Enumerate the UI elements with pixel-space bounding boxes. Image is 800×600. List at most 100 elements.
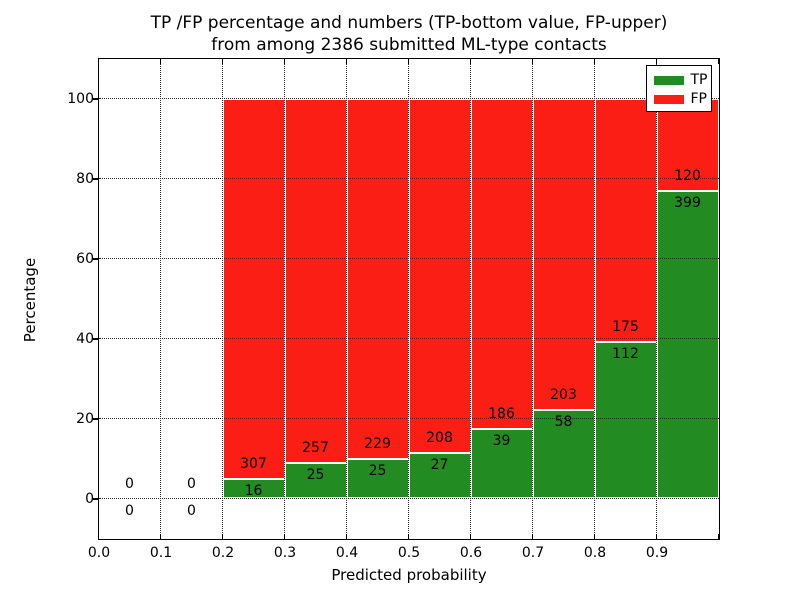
x-tick-top [407, 58, 410, 64]
bar-segment-tp [594, 342, 657, 499]
x-tick-label: 0.2 [211, 545, 235, 561]
x-tick-top [159, 58, 162, 64]
bar-segment-fp [346, 98, 409, 460]
y-tick-left [92, 178, 99, 180]
tp-count-label: 25 [306, 467, 325, 484]
bar-segment-tp [408, 452, 471, 499]
y-tick-label: 60 [76, 250, 94, 267]
x-tick-bottom [221, 533, 224, 539]
x-tick-top [717, 58, 720, 64]
bar-segment-fp [222, 98, 285, 479]
y-tick-label: 80 [76, 170, 94, 187]
y-axis-label: Percentage [21, 257, 39, 343]
fp-count-label: 257 [302, 440, 329, 457]
bar-segment-fp [594, 98, 657, 343]
gridline-vertical [408, 58, 409, 539]
fp-count-label: 208 [426, 429, 453, 446]
fp-count-label: 120 [674, 168, 701, 184]
bar-segment-tp [346, 459, 409, 499]
bar-segment-fp [284, 98, 347, 464]
x-tick-bottom [283, 533, 286, 539]
bar-segment-tp [532, 409, 595, 499]
x-tick-label: 0.0 [87, 545, 111, 561]
y-tick-label: 40 [76, 330, 94, 347]
chart-title-line-2: from among 2386 submitted ML-type contac… [211, 35, 607, 55]
x-tick-bottom [655, 533, 658, 539]
y-tick-label: 0 [85, 490, 94, 507]
gridline-vertical [222, 58, 223, 539]
tp-count-label: 27 [430, 456, 449, 473]
tp-count-label: 39 [492, 433, 511, 450]
tp-count-label: 399 [674, 194, 701, 211]
x-tick-label: 0.6 [459, 545, 483, 561]
gridline-vertical [532, 58, 533, 539]
gridline-vertical [346, 58, 347, 539]
tp-count-label: 0 [125, 502, 134, 519]
y-tick-label: 20 [76, 410, 94, 427]
bar-segment-tp [284, 463, 347, 499]
x-tick-top [655, 58, 658, 64]
y-tick-left [92, 258, 99, 260]
x-tick-bottom [593, 533, 596, 539]
gridline-vertical [656, 58, 657, 539]
x-tick-top [593, 58, 596, 64]
gridline-horizontal [98, 178, 719, 179]
y-tick-left [92, 498, 99, 500]
x-tick-top [221, 58, 224, 64]
gridline-horizontal [98, 338, 719, 339]
y-tick-left [92, 98, 99, 100]
gridline-horizontal [98, 98, 719, 99]
tp-count-label: 0 [187, 502, 196, 519]
grid-layer [98, 58, 719, 539]
gridline-vertical [284, 58, 285, 539]
x-tick-label: 0.3 [273, 545, 297, 561]
tp-count-label: 16 [244, 482, 263, 499]
bar-segment-tp [656, 190, 719, 499]
x-tick-label: 0.4 [335, 545, 359, 561]
x-tick-top [345, 58, 348, 64]
bar-segment-tp [470, 429, 533, 499]
fp-count-label: 175 [612, 319, 639, 336]
gridline-vertical [160, 58, 161, 539]
fp-legend-swatch [653, 94, 684, 104]
legend-row-fp: FP [647, 90, 711, 108]
chart-title-line-1: TP /FP percentage and numbers (TP-bottom… [150, 13, 668, 33]
fp-legend-label: FP [690, 90, 708, 107]
tp-count-label: 112 [612, 346, 639, 363]
y-tick-label: 100 [67, 90, 94, 107]
x-tick-top [97, 58, 100, 64]
x-tick-bottom [159, 533, 162, 539]
tp-legend-label: TP [690, 71, 708, 88]
plot-area: 0 0 0 0 307 16 257 25 229 25 208 27 186 39 203 58 175 112… [97, 57, 720, 540]
bar-segment-fp [532, 98, 595, 410]
gridline-vertical [470, 58, 471, 539]
gridline-horizontal [98, 418, 719, 419]
fp-count-label: 0 [125, 475, 134, 492]
tp-count-label: 58 [554, 413, 573, 430]
fp-count-label: 307 [240, 455, 267, 472]
legend: TP FP [645, 64, 712, 112]
gridline-vertical [594, 58, 595, 539]
legend-row-tp: TP [647, 71, 711, 89]
x-tick-label: 0.7 [521, 545, 545, 561]
fp-count-label: 229 [364, 436, 391, 453]
x-tick-top [469, 58, 472, 64]
x-tick-bottom [469, 533, 472, 539]
x-tick-label: 0.8 [583, 545, 607, 561]
fp-count-label: 186 [488, 406, 515, 423]
gridline-horizontal [98, 258, 719, 259]
x-tick-top [531, 58, 534, 64]
x-tick-top [283, 58, 286, 64]
x-tick-label: 0.9 [645, 545, 669, 561]
y-tick-left [92, 418, 99, 420]
fp-count-label: 0 [187, 475, 196, 492]
x-tick-label: 0.5 [397, 545, 421, 561]
x-tick-bottom [531, 533, 534, 539]
bar-segment-fp [656, 98, 719, 191]
ticks-layer [97, 58, 720, 539]
tp-legend-swatch [653, 75, 684, 85]
x-axis-label: Predicted probability [331, 566, 487, 584]
y-tick-left [92, 338, 99, 340]
x-tick-label: 0.1 [149, 545, 173, 561]
